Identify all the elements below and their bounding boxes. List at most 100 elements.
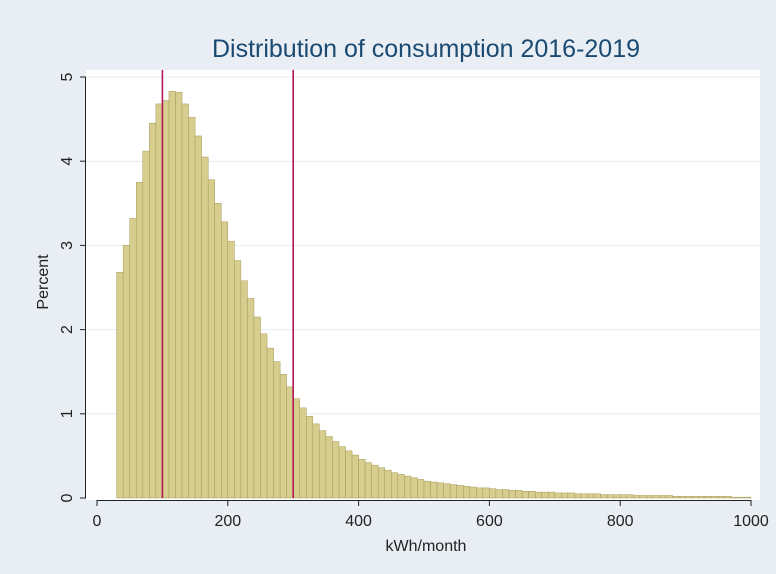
histogram-bar bbox=[122, 245, 130, 499]
histogram-bar bbox=[299, 407, 307, 499]
histogram-bar bbox=[430, 481, 438, 499]
histogram-bar bbox=[260, 333, 268, 499]
histogram-bar bbox=[476, 487, 484, 499]
histogram-bar bbox=[489, 488, 497, 499]
x-tick-label: 1000 bbox=[733, 513, 769, 530]
histogram-bar bbox=[345, 450, 353, 499]
histogram-bar bbox=[292, 398, 300, 499]
histogram-bar bbox=[319, 430, 327, 499]
histogram-bar bbox=[116, 272, 124, 499]
histogram-bar bbox=[364, 462, 372, 499]
histogram-bar bbox=[462, 485, 471, 499]
reference-lines bbox=[161, 70, 295, 498]
histogram-bar bbox=[351, 454, 359, 499]
histogram-bar bbox=[358, 459, 366, 499]
histogram-bar bbox=[613, 494, 621, 499]
histogram-bar bbox=[685, 496, 693, 499]
histogram-bar bbox=[619, 494, 627, 499]
histogram-bar bbox=[482, 487, 490, 499]
histogram-bar bbox=[417, 479, 425, 499]
histogram-bar bbox=[567, 492, 575, 499]
histogram-bar bbox=[521, 491, 529, 499]
histogram-bar bbox=[554, 492, 562, 499]
histogram-bar bbox=[495, 489, 503, 499]
histogram-bar bbox=[724, 496, 732, 499]
histogram-bar bbox=[659, 495, 667, 499]
histogram-bar bbox=[469, 486, 477, 499]
histogram-bar bbox=[744, 496, 752, 499]
histogram-bar bbox=[247, 298, 255, 499]
histogram-bar bbox=[548, 491, 556, 499]
histogram-bar bbox=[443, 483, 451, 499]
chart-title: Distribution of consumption 2016-2019 bbox=[212, 35, 640, 63]
histogram-bar bbox=[678, 496, 686, 499]
histogram-bar bbox=[332, 441, 340, 499]
histogram-bar bbox=[606, 494, 614, 499]
histogram-bar bbox=[665, 495, 673, 499]
histogram-bar bbox=[201, 156, 209, 499]
histogram-bar bbox=[312, 423, 320, 499]
histogram-bar bbox=[221, 221, 229, 499]
histogram-bar bbox=[691, 496, 699, 499]
histogram-bar bbox=[227, 240, 235, 499]
histogram-bar bbox=[142, 150, 150, 499]
histogram-bar bbox=[574, 493, 582, 499]
histogram-bar bbox=[541, 491, 549, 499]
histogram-bar bbox=[306, 416, 314, 499]
y-tick-label: 2 bbox=[59, 325, 76, 334]
histogram-bar bbox=[286, 386, 294, 499]
histogram-bar bbox=[371, 464, 379, 499]
histogram-bar bbox=[711, 496, 719, 499]
histogram-bar bbox=[273, 361, 281, 499]
histogram-bar bbox=[600, 494, 608, 499]
y-axis-ticks: 0 1 2 3 4 5 bbox=[59, 72, 86, 502]
histogram-bar bbox=[731, 496, 739, 499]
histogram-bar bbox=[397, 474, 405, 499]
histogram-bar bbox=[175, 91, 183, 499]
histogram-bar bbox=[449, 484, 457, 499]
x-tick-label: 800 bbox=[607, 513, 634, 530]
histogram-bar bbox=[168, 91, 176, 499]
histogram-bar bbox=[528, 491, 536, 499]
histogram-bar bbox=[279, 373, 287, 499]
histogram-bar bbox=[135, 182, 144, 499]
y-tick-label: 4 bbox=[59, 157, 76, 166]
histogram-bar bbox=[410, 477, 418, 499]
histogram-bar bbox=[266, 347, 274, 499]
y-tick-label: 3 bbox=[59, 241, 76, 250]
histogram-bar bbox=[502, 489, 510, 499]
x-axis-label: kWh/month bbox=[386, 538, 467, 555]
histogram-bar bbox=[698, 496, 706, 499]
histogram-bar bbox=[149, 123, 157, 499]
histogram-bar bbox=[384, 469, 392, 499]
histogram-bar bbox=[633, 495, 641, 499]
histogram-bar bbox=[639, 495, 647, 499]
histogram-bar bbox=[162, 100, 170, 499]
histogram-bar bbox=[626, 494, 634, 499]
histogram-bar bbox=[188, 117, 196, 499]
histogram-bar bbox=[436, 482, 444, 499]
x-tick-label: 0 bbox=[93, 513, 102, 530]
histogram-bar bbox=[214, 203, 222, 499]
histogram-bar bbox=[155, 103, 163, 499]
histogram-bar bbox=[718, 496, 726, 499]
x-axis-ticks: 0 200 400 600 800 1000 bbox=[93, 500, 769, 530]
histogram-bar bbox=[534, 491, 542, 499]
histogram-bar bbox=[129, 218, 137, 499]
histogram-bar bbox=[391, 472, 399, 499]
histogram-bar bbox=[234, 260, 242, 499]
y-tick-label: 1 bbox=[59, 409, 76, 418]
histogram-bar bbox=[737, 496, 745, 499]
histogram-bar bbox=[377, 467, 386, 499]
histogram-bars bbox=[116, 91, 752, 499]
axes bbox=[85, 77, 751, 501]
y-axis-label: Percent bbox=[35, 254, 52, 310]
histogram-bar bbox=[593, 493, 601, 499]
y-tick-label: 0 bbox=[59, 493, 76, 502]
histogram-bar bbox=[704, 496, 713, 499]
histogram-bar bbox=[456, 485, 464, 499]
histogram-bar bbox=[646, 495, 654, 499]
histogram-bar bbox=[423, 480, 431, 499]
histogram-bar bbox=[587, 493, 595, 499]
